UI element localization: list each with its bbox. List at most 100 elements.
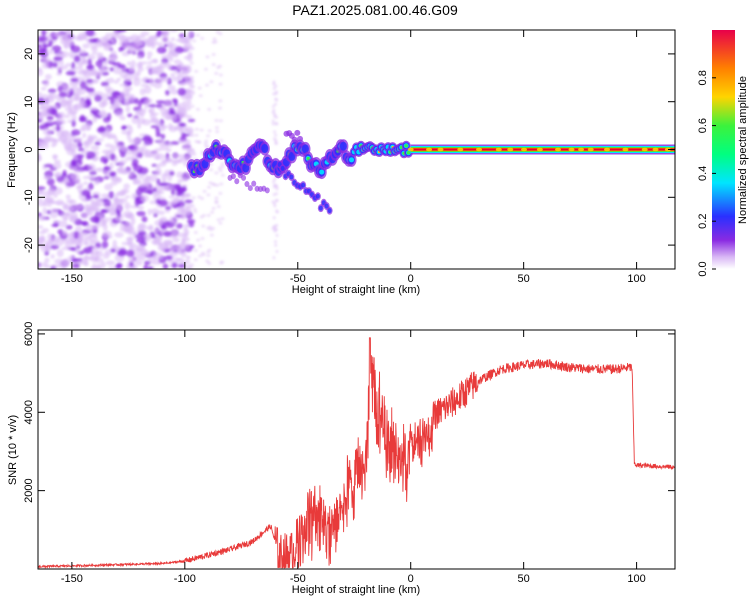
heatmap-cell: [274, 84, 278, 88]
heatmap-cell: [192, 207, 197, 211]
heatmap-cell: [38, 91, 43, 97]
heatmap-cell: [664, 147, 671, 152]
heatmap-cell: [77, 32, 87, 40]
heatmap-cell: [82, 123, 90, 128]
heatmap-cell: [41, 62, 50, 69]
heatmap-cell: [141, 194, 149, 202]
heatmap-cell: [87, 174, 94, 180]
heatmap-cell: [66, 199, 74, 204]
heatmap-cell: [110, 144, 117, 153]
heatmap-cell: [176, 187, 185, 195]
heatmap-cell: [207, 261, 212, 265]
heatmap-cell: [136, 152, 143, 159]
heatmap-cell: [291, 136, 298, 143]
colorbar-tick-label: 0.0: [697, 261, 709, 276]
heatmap-cell: [81, 189, 91, 197]
heatmap-cell: [96, 51, 102, 59]
heatmap-cell: [161, 173, 168, 181]
heatmap-cell: [116, 30, 127, 33]
heatmap-cell: [536, 147, 543, 152]
heatmap-cell: [119, 227, 129, 232]
heatmap-cell: [211, 206, 216, 210]
heatmap-cell: [90, 43, 98, 50]
heatmap-cell: [198, 94, 203, 98]
heatmap-cell: [182, 100, 192, 106]
heatmap-cell: [114, 177, 123, 184]
heatmap-cell: [190, 104, 195, 108]
heatmap-cell: [41, 137, 51, 143]
heatmap-cell: [143, 238, 150, 242]
heatmap-cell: [194, 133, 199, 137]
heatmap-cell: [92, 116, 98, 123]
colorbar-tick-label: 0.2: [697, 214, 709, 229]
heatmap-cell: [87, 106, 95, 110]
heatmap-cell: [200, 36, 205, 40]
heatmap-cell: [178, 82, 187, 86]
heatmap-cell: [81, 198, 89, 203]
heatmap-cell: [152, 67, 157, 75]
heatmap-cell: [140, 31, 150, 36]
heatmap-cell: [46, 119, 52, 124]
heatmap-cell: [104, 205, 109, 209]
heatmap-cell: [555, 147, 562, 152]
snr-frame: [37, 329, 676, 570]
heatmap-cell: [272, 180, 276, 184]
heatmap-cell: [274, 243, 278, 247]
heatmap-cell: [101, 112, 109, 117]
heatmap-cell: [306, 156, 310, 161]
heatmap-cell: [273, 177, 277, 181]
snr-series-line: [38, 337, 675, 569]
heatmap-cell: [132, 72, 140, 79]
heatmap-cell: [100, 65, 105, 74]
heatmap-cell: [119, 70, 128, 79]
heatmap-cell: [134, 47, 145, 51]
heatmap-cell: [66, 237, 76, 245]
heatmap-cell: [116, 250, 127, 257]
heatmap-cell: [38, 188, 44, 196]
heatmap-cell: [404, 144, 408, 148]
heatmap-cell: [51, 223, 59, 227]
heatmap-cell: [54, 31, 61, 36]
heatmap-cell: [175, 38, 185, 43]
heatmap-cell: [38, 235, 46, 244]
heatmap-cell: [189, 61, 194, 65]
heatmap-cell: [75, 137, 83, 142]
heatmap-cell: [175, 196, 180, 204]
heatmap-cell: [78, 182, 84, 189]
heatmap-cell: [134, 260, 143, 266]
heatmap-cell: [41, 261, 48, 268]
heatmap-cell: [57, 60, 64, 66]
heatmap-cell: [74, 168, 83, 173]
heatmap-cell: [147, 104, 157, 108]
heatmap-cell: [273, 112, 277, 116]
heatmap-cell: [74, 226, 83, 233]
heatmap-cell: [93, 179, 100, 186]
heatmap-cell: [188, 203, 195, 208]
heatmap-cell: [495, 147, 502, 152]
heatmap-cell: [192, 39, 197, 43]
heatmap-cell: [274, 240, 278, 244]
heatmap-cell: [133, 136, 143, 144]
heatmap-cell: [90, 145, 100, 151]
heatmap-cell: [211, 226, 216, 230]
heatmap-cell: [71, 119, 76, 128]
heatmap-cell: [191, 196, 196, 200]
heatmap-cell: [82, 260, 89, 266]
heatmap-cell: [121, 130, 130, 135]
heatmap-cell: [131, 158, 139, 166]
heatmap-cell: [38, 261, 42, 269]
heatmap-cell: [327, 208, 332, 214]
heatmap-cell: [319, 169, 325, 175]
heatmap-cell: [204, 139, 209, 143]
heatmap-cell: [218, 99, 223, 103]
heatmap-cell: [272, 92, 276, 96]
heatmap-cell: [170, 37, 175, 42]
heatmap-cell: [133, 252, 144, 257]
heatmap-cell: [159, 125, 169, 130]
heatmap-cell: [162, 186, 168, 191]
heatmap-cell: [183, 143, 191, 150]
heatmap-cell: [521, 147, 528, 152]
heatmap-cell: [177, 232, 187, 238]
heatmap-cell: [38, 140, 44, 148]
heatmap-cell: [52, 154, 58, 161]
